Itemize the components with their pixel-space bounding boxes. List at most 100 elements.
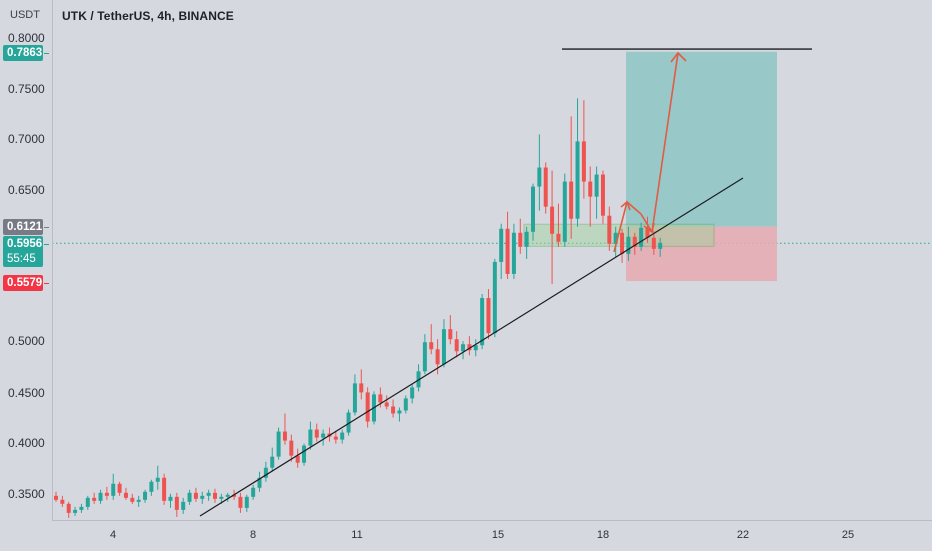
candle-body xyxy=(193,492,198,499)
candle-body xyxy=(168,496,173,501)
candle-body xyxy=(543,167,548,207)
candle-body xyxy=(321,433,326,438)
candle-body xyxy=(251,487,256,497)
candle-body xyxy=(378,394,383,403)
candle-body xyxy=(282,431,287,441)
symbol-title[interactable]: UTK / TetherUS, 4h, BINANCE xyxy=(62,9,234,23)
projection-arrow-target xyxy=(651,52,679,233)
candle-body xyxy=(289,440,294,456)
entry-price-marker xyxy=(44,227,49,228)
price-tick: 0.7500 xyxy=(8,82,45,96)
bar-countdown: 55:45 xyxy=(3,252,43,267)
candle-body xyxy=(111,483,116,496)
price-tick: 0.8000 xyxy=(8,31,45,45)
candle-body xyxy=(600,174,605,216)
candle-body xyxy=(143,491,148,500)
candle-body xyxy=(575,141,580,219)
candle-body xyxy=(581,141,586,182)
candle-body xyxy=(594,174,599,197)
candle-body xyxy=(429,342,434,350)
candle-body xyxy=(308,429,313,446)
candle-body xyxy=(505,228,510,274)
time-tick: 15 xyxy=(491,529,505,541)
candle-body xyxy=(492,261,497,334)
candle-body xyxy=(79,506,84,510)
target-arrowhead xyxy=(670,51,687,63)
time-tick: 18 xyxy=(596,529,610,541)
candle-body xyxy=(359,383,364,393)
time-axis[interactable] xyxy=(52,520,932,551)
trend-line xyxy=(199,177,744,517)
candle-body xyxy=(550,206,555,234)
candle-body xyxy=(352,383,357,413)
currency-label: USDT xyxy=(10,9,40,21)
candle-body xyxy=(92,497,97,501)
candle-body xyxy=(473,345,478,351)
candle-body xyxy=(569,181,574,219)
price-tick: 0.6500 xyxy=(8,183,45,197)
candle-body xyxy=(403,398,408,411)
target-price-badge: 0.7863 xyxy=(3,45,43,61)
price-tick: 0.3500 xyxy=(8,487,45,501)
candle-body xyxy=(626,236,631,254)
last-price-marker xyxy=(44,244,49,245)
time-tick: 25 xyxy=(841,529,855,541)
candle-body xyxy=(206,492,211,496)
candle-body xyxy=(613,232,618,244)
candle-body xyxy=(441,329,446,365)
candle-body xyxy=(200,495,205,499)
candle-body xyxy=(238,496,243,508)
candle-body xyxy=(588,181,593,197)
time-tick: 4 xyxy=(109,529,117,541)
candle-body xyxy=(232,494,237,497)
candle-body xyxy=(467,344,472,351)
candle-body xyxy=(66,503,71,513)
candle-body xyxy=(346,412,351,433)
candle-body xyxy=(270,456,275,468)
candle-body xyxy=(225,494,230,497)
candle-body xyxy=(645,227,650,238)
candle-body xyxy=(155,477,160,482)
candle-body xyxy=(130,497,135,502)
price-tick: 0.4000 xyxy=(8,436,45,450)
candle-body xyxy=(263,467,268,478)
price-tick: 0.4500 xyxy=(8,386,45,400)
candle-body xyxy=(524,231,529,247)
candle-body xyxy=(391,406,396,414)
candle-body xyxy=(162,477,167,501)
candle-body xyxy=(531,186,535,232)
candle-body xyxy=(499,228,504,262)
candle-body xyxy=(620,232,625,254)
candle-body xyxy=(117,483,122,493)
candle-body xyxy=(511,232,516,274)
candle-body xyxy=(333,436,338,440)
target-price-marker xyxy=(44,53,49,54)
candle-body xyxy=(60,499,65,504)
candle-body xyxy=(219,496,224,499)
candle-body xyxy=(54,495,58,500)
candle-body xyxy=(632,236,637,247)
candle-body xyxy=(454,339,459,352)
time-tick: 22 xyxy=(736,529,750,541)
candle-body xyxy=(461,344,466,352)
candle-body xyxy=(314,429,319,438)
candle-body xyxy=(295,455,300,463)
candle-body xyxy=(174,496,179,510)
candle-body xyxy=(607,215,612,244)
price-tick: 0.7000 xyxy=(8,132,45,146)
projection-arrow-retest xyxy=(640,213,653,233)
entry-price-badge: 0.6121 xyxy=(3,219,43,235)
candle-body xyxy=(181,501,186,510)
candle-body xyxy=(213,492,217,499)
candle-body xyxy=(410,387,415,399)
candle-body xyxy=(537,167,542,187)
time-tick: 11 xyxy=(351,529,363,541)
candle-body xyxy=(365,392,370,422)
candle-body xyxy=(658,242,663,249)
candle-body xyxy=(435,349,440,365)
last-price-badge: 0.5956 xyxy=(3,236,43,252)
candle-body xyxy=(149,481,154,492)
candle-body xyxy=(397,410,402,414)
